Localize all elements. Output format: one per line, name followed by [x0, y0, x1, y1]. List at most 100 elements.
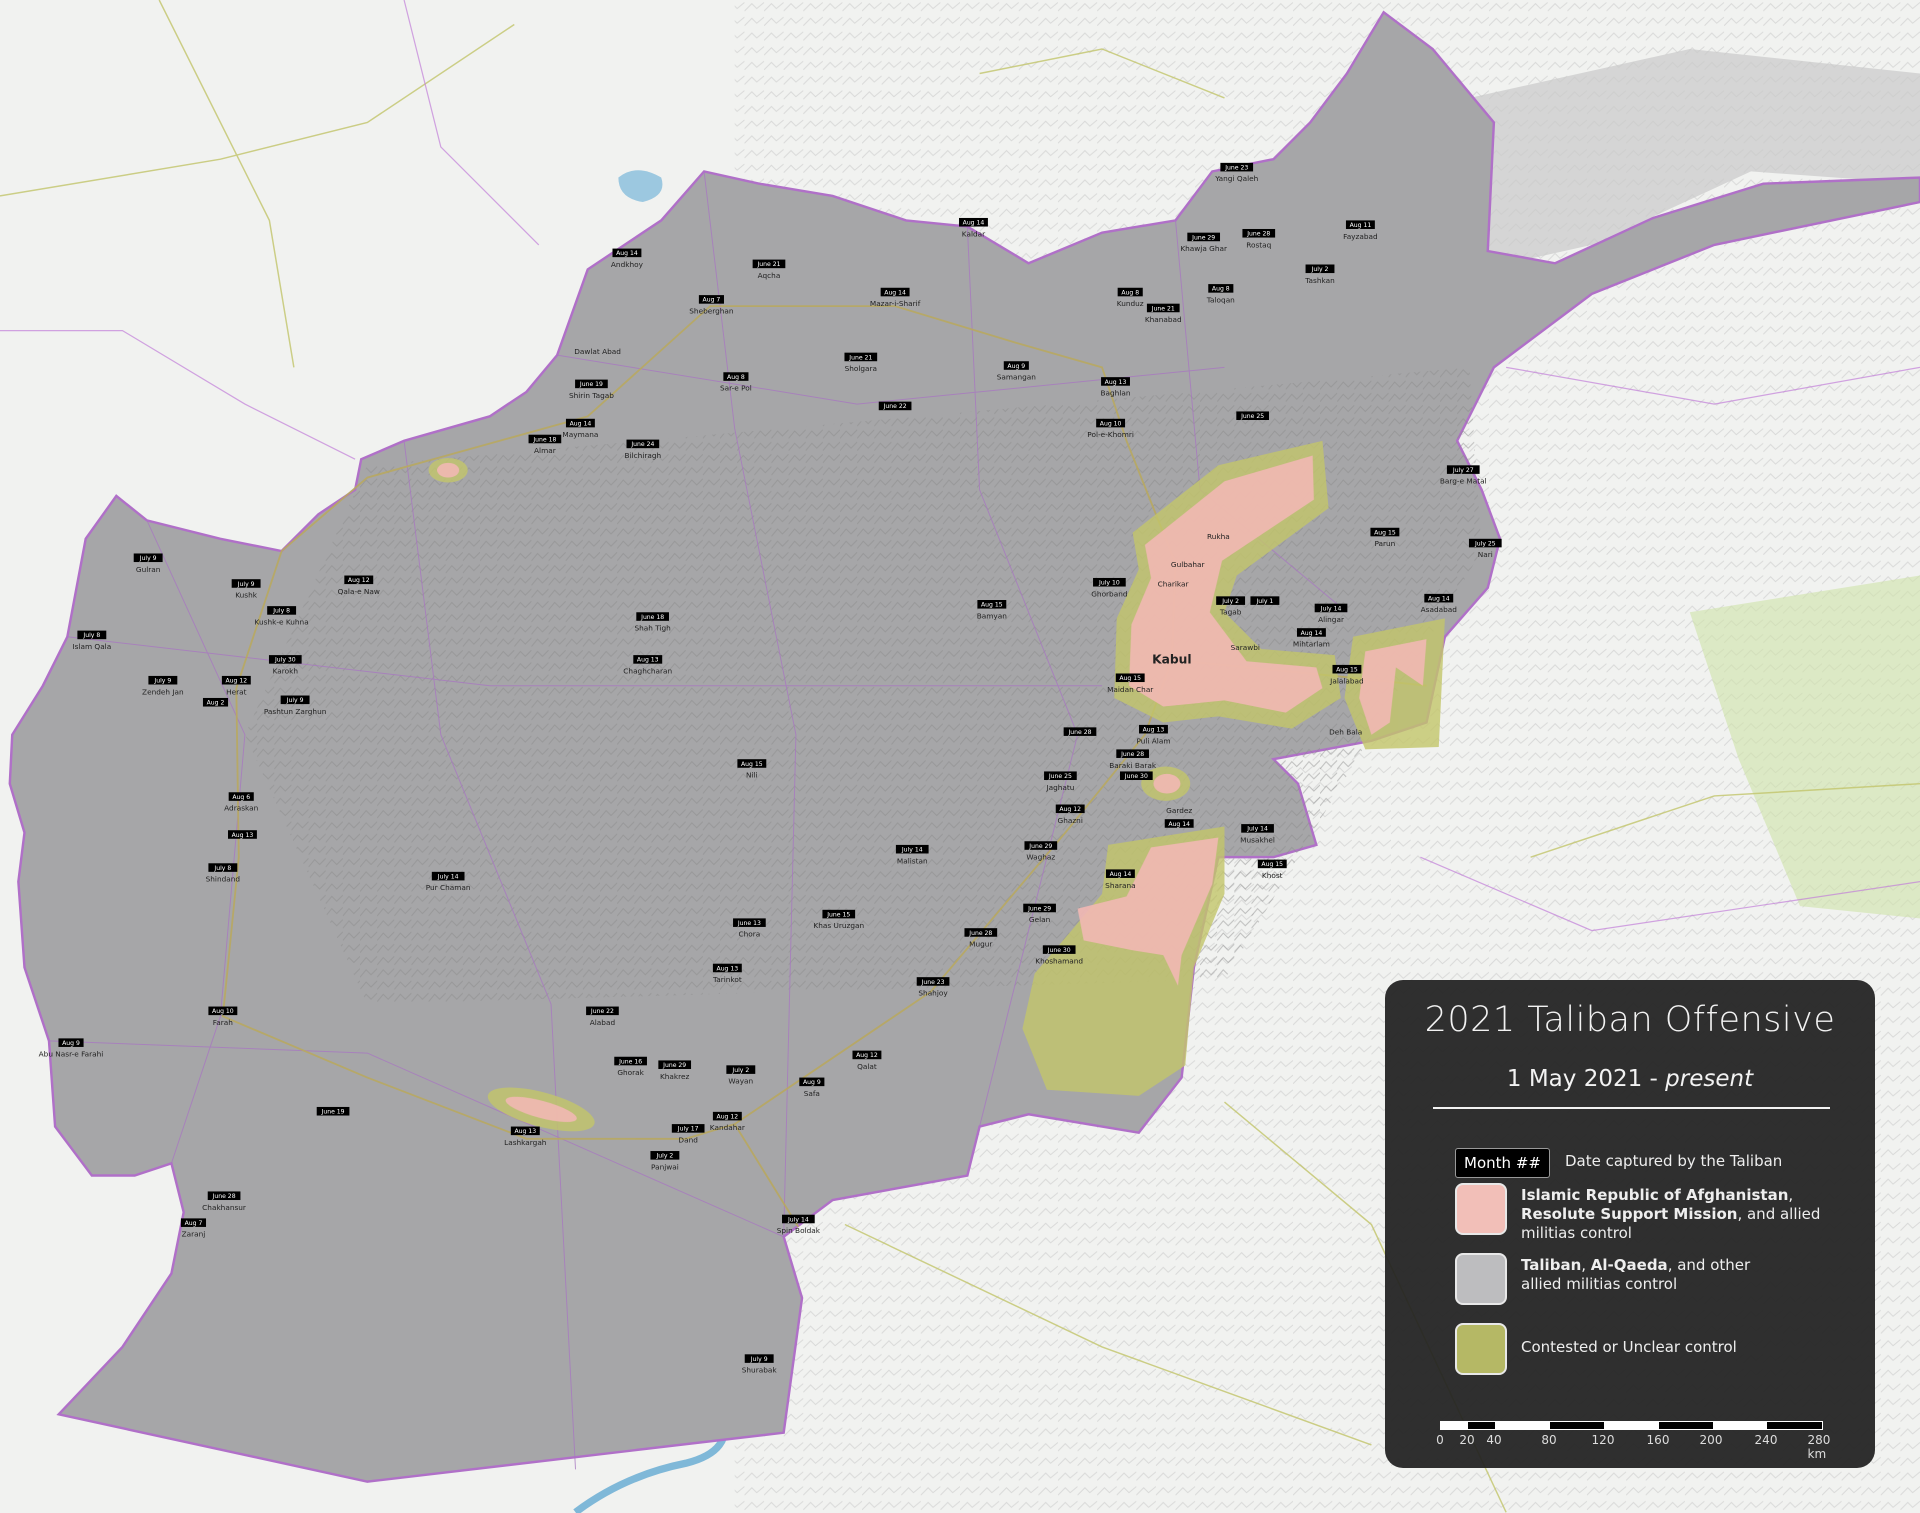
- date-badge-bg: [712, 963, 742, 973]
- city-name-label: Asadabad: [1421, 605, 1457, 614]
- city-marker: Rukha: [1207, 532, 1230, 541]
- city-marker: Aug 14 Andkhoy: [611, 248, 644, 269]
- date-captured-label: June 21: [1151, 305, 1175, 312]
- city-name-label: Zendeh Jan: [142, 687, 184, 696]
- date-captured-label: Aug 14: [1168, 821, 1190, 828]
- city-marker: July 14 Pur Chaman: [426, 871, 471, 892]
- city-marker: July 9 Gulran: [133, 553, 163, 574]
- city-labels: Aug 14 Andkhoy June 21 Aqcha Aug 7 Sheberghan…: [39, 162, 1502, 1375]
- date-badge-bg: [737, 759, 767, 768]
- map-title: 2021 Taliban Offensive: [1424, 1000, 1836, 1040]
- date-badge-bg: [1345, 220, 1375, 229]
- date-captured-label: July 27: [1452, 467, 1474, 474]
- city-name-label: Malistan: [897, 856, 928, 865]
- date-badge-bg: [58, 1038, 84, 1047]
- city-marker: Dawlat Abad: [574, 347, 621, 356]
- date-badge-bg: [510, 1126, 540, 1136]
- city-name-label: Safa: [804, 1089, 820, 1098]
- date-captured-label: Aug 15: [741, 761, 763, 768]
- date-badge-bg: [1216, 596, 1246, 605]
- date-captured-label: July 9: [237, 581, 255, 588]
- date-captured-label: July 9: [139, 555, 157, 562]
- scale-label: 200: [1699, 1433, 1723, 1447]
- city-name-label: Gelan: [1029, 915, 1051, 924]
- city-name-label: Aqcha: [758, 271, 781, 280]
- city-marker: July 2 Tashkan: [1304, 264, 1335, 285]
- city-marker: July 25 Nari: [1468, 538, 1502, 559]
- date-badge-bg: [964, 928, 998, 937]
- date-captured-label: Aug 7: [703, 297, 721, 304]
- city-marker: Aug 8 Kunduz: [1117, 287, 1144, 308]
- government-area-lashkargah: [505, 1096, 577, 1123]
- city-marker: June 30 Khoshamand: [1035, 945, 1083, 966]
- date-badge-bg: [650, 1151, 680, 1160]
- city-marker: July 14 Alingar: [1314, 603, 1348, 624]
- date-badge-bg: [698, 295, 724, 304]
- city-marker: July 2 Panjwai: [650, 1151, 680, 1171]
- date-captured-label: Aug 7: [185, 1220, 203, 1227]
- city-marker: Aug 14 Mihtarlam: [1293, 628, 1330, 649]
- scale-label: 120: [1591, 1433, 1615, 1447]
- city-name-label: Alabad: [590, 1018, 615, 1027]
- legend-panel: 2021 Taliban Offensive 1 May 2021 - pres…: [1385, 980, 1875, 1468]
- date-captured-label: June 21: [756, 261, 780, 268]
- date-badge-bg: [895, 844, 929, 854]
- city-marker: Aug 14 Asadabad: [1421, 593, 1457, 614]
- city-marker: Aug 13: [228, 830, 257, 839]
- date-badge-bg: [208, 1006, 238, 1016]
- city-name-label: Adraskan: [224, 804, 258, 813]
- date-badge-bg: [1468, 538, 1502, 548]
- city-marker: June 13 Chora: [733, 918, 766, 939]
- city-marker: June 24 Bilchiragh: [625, 439, 662, 460]
- date-captured-label: Aug 14: [616, 250, 638, 257]
- date-captured-label: June 28: [1120, 751, 1144, 758]
- date-captured-label: July 2: [655, 1153, 673, 1160]
- date-captured-label: Aug 9: [62, 1040, 80, 1047]
- city-name-label: Khas Uruzgan: [813, 921, 864, 930]
- date-captured-label: Aug 8: [1212, 286, 1230, 293]
- date-badge-bg: [1220, 162, 1254, 172]
- date-badge-bg: [844, 352, 878, 362]
- date-badge-bg: [1105, 869, 1135, 878]
- city-name-label: Gardez: [1166, 806, 1192, 815]
- city-name-label: Lashkargah: [504, 1138, 547, 1147]
- date-badge-bg: [1332, 664, 1362, 674]
- date-badge-bg: [658, 1060, 692, 1069]
- city-name-label: Maidan Char: [1107, 685, 1154, 694]
- date-badge-bg: [633, 655, 663, 664]
- city-name-label: Puli Alam: [1136, 736, 1170, 745]
- scale-label: 240: [1754, 1433, 1778, 1447]
- legend-swatch-government: [1455, 1183, 1507, 1235]
- city-marker: Aug 12 Kandahar: [710, 1111, 746, 1132]
- city-name-label: Mazar-i-Sharif: [870, 299, 921, 308]
- date-captured-label: Aug 9: [803, 1079, 821, 1086]
- city-marker: July 27 Barg-e Matal: [1440, 465, 1487, 486]
- date-captured-label: June 21: [848, 354, 872, 361]
- city-name-label: Jaghatu: [1045, 783, 1074, 792]
- date-captured-label: Aug 8: [727, 374, 745, 381]
- date-captured-label: July 8: [272, 608, 290, 615]
- city-marker: Aug 9 Safa: [799, 1077, 825, 1098]
- date-captured-label: Aug 8: [1121, 289, 1139, 296]
- date-badge-bg: [878, 401, 912, 411]
- city-marker: June 29 Khakrez: [658, 1060, 692, 1081]
- date-badge-bg: [228, 830, 257, 839]
- city-marker: June 18 Almar: [528, 434, 562, 455]
- city-name-label: Kunduz: [1117, 299, 1144, 308]
- date-captured-label: June 28: [212, 1193, 236, 1200]
- date-badge-bg: [959, 217, 988, 227]
- city-name-label: Sheberghan: [689, 306, 734, 315]
- city-marker: June 28 Rostaq: [1242, 228, 1276, 249]
- city-name-label: Shurabak: [742, 1366, 778, 1375]
- city-name-label: Maymana: [562, 430, 598, 439]
- city-marker: June 28 Mugur: [964, 928, 998, 949]
- city-name-label: Andkhoy: [611, 260, 644, 269]
- date-badge-bg: [1096, 418, 1126, 428]
- map-subtitle: 1 May 2021 - present: [1385, 1066, 1875, 1092]
- city-name-label: Qala-e Naw: [338, 587, 380, 596]
- subtitle-date: 1 May 2021 -: [1506, 1066, 1666, 1092]
- date-captured-label: Aug 14: [1428, 595, 1450, 602]
- date-badge-bg: [1242, 228, 1276, 238]
- city-marker: Aug 13 Baghlan: [1101, 377, 1131, 398]
